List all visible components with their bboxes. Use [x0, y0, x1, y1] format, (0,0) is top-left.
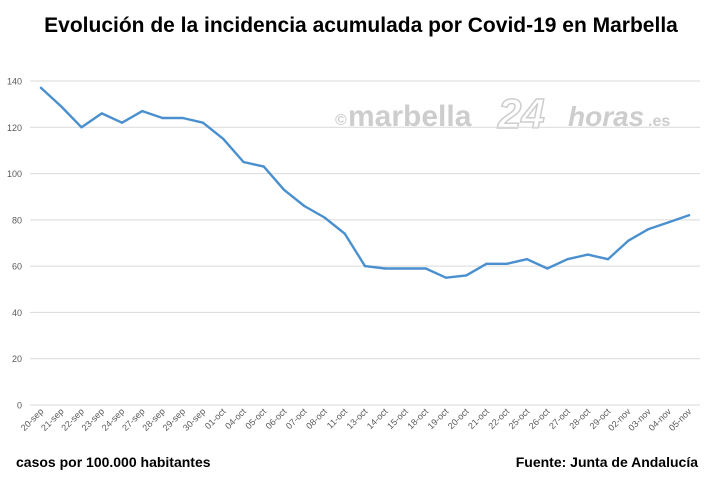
- data-point: [282, 188, 286, 191]
- data-point: [303, 204, 306, 208]
- y-tick-label: 120: [7, 123, 22, 133]
- x-tick-label: 20-oct: [446, 406, 471, 431]
- x-tick-label: 07-oct: [284, 406, 309, 431]
- data-point: [100, 112, 103, 115]
- chart-title: Evolución de la incidencia acumulada por…: [44, 14, 678, 37]
- data-point: [80, 126, 83, 129]
- y-tick-label: 40: [12, 308, 22, 318]
- x-tick-label: 26-oct: [527, 406, 552, 431]
- x-axis-ticks: 20-sep21-sep22-sep23-sep24-sep27-sep28-s…: [19, 406, 694, 433]
- watermark-copyright: ©: [335, 112, 347, 129]
- x-tick-label: 05-oct: [243, 406, 268, 431]
- source-note: Fuente: Junta de Andalucía: [515, 454, 698, 470]
- x-tick-label: 14-oct: [365, 406, 390, 431]
- y-tick-label: 140: [7, 77, 22, 87]
- x-tick-label: 11-oct: [325, 406, 350, 431]
- x-tick-label: 21-oct: [466, 406, 491, 431]
- data-point: [323, 216, 326, 219]
- data-point: [444, 276, 448, 279]
- data-point: [465, 274, 468, 277]
- watermark: © marbella 24 horas .es: [335, 89, 670, 138]
- x-tick-label: 06-oct: [264, 406, 289, 431]
- x-tick-label: 08-oct: [304, 406, 329, 431]
- data-point: [586, 253, 589, 256]
- line-chart: © marbella 24 horas .es 0 20 40 60 80 100 120 1…: [7, 77, 700, 433]
- data-point: [404, 267, 407, 270]
- watermark-brand: marbella: [348, 100, 472, 133]
- data-point: [141, 109, 144, 113]
- x-tick-label: 01-oct: [203, 406, 228, 431]
- data-point: [384, 267, 387, 270]
- watermark-tld: .es: [648, 113, 670, 130]
- data-point: [606, 258, 610, 261]
- x-tick-label: 05-nov: [667, 406, 694, 433]
- gridlines: [30, 80, 700, 406]
- data-point: [181, 116, 184, 120]
- data-point: [485, 262, 488, 266]
- data-point: [242, 160, 245, 164]
- data-point: [687, 214, 691, 217]
- y-tick-label: 100: [7, 169, 22, 179]
- y-axis-ticks: 0 20 40 60 80 100 120 140: [7, 77, 22, 411]
- data-point: [343, 232, 346, 235]
- x-tick-label: 30-sep: [181, 406, 208, 433]
- data-point: [424, 267, 427, 270]
- y-tick-label: 0: [17, 401, 22, 411]
- data-point: [627, 239, 630, 242]
- x-tick-label: 04-oct: [223, 406, 248, 431]
- y-tick-label: 20: [12, 354, 22, 364]
- data-point: [566, 258, 569, 261]
- data-point: [201, 121, 205, 124]
- data-point: [161, 116, 164, 120]
- x-tick-label: 18-oct: [405, 406, 430, 431]
- data-point: [120, 121, 124, 124]
- x-tick-label: 13-oct: [345, 406, 370, 431]
- data-point: [505, 262, 508, 266]
- x-tick-label: 15-oct: [385, 406, 410, 431]
- y-unit-note: casos por 100.000 habitantes: [16, 454, 211, 470]
- data-point: [667, 220, 670, 224]
- x-tick-label: 19-oct: [426, 406, 451, 431]
- data-point: [60, 105, 63, 108]
- x-tick-label: 27-oct: [547, 406, 572, 431]
- watermark-number: 24: [497, 90, 545, 137]
- x-tick-label: 28-oct: [567, 406, 592, 431]
- data-point: [647, 227, 650, 231]
- data-point: [363, 264, 367, 268]
- x-tick-label: 22-oct: [486, 406, 511, 431]
- data-point: [222, 137, 225, 141]
- series-layer: [39, 86, 691, 279]
- data-point: [525, 258, 529, 261]
- y-tick-label: 80: [12, 215, 22, 225]
- data-point: [262, 165, 265, 168]
- data-point: [546, 267, 549, 270]
- data-point: [39, 86, 43, 90]
- x-tick-label: 25-oct: [507, 406, 532, 431]
- y-tick-label: 60: [12, 262, 22, 272]
